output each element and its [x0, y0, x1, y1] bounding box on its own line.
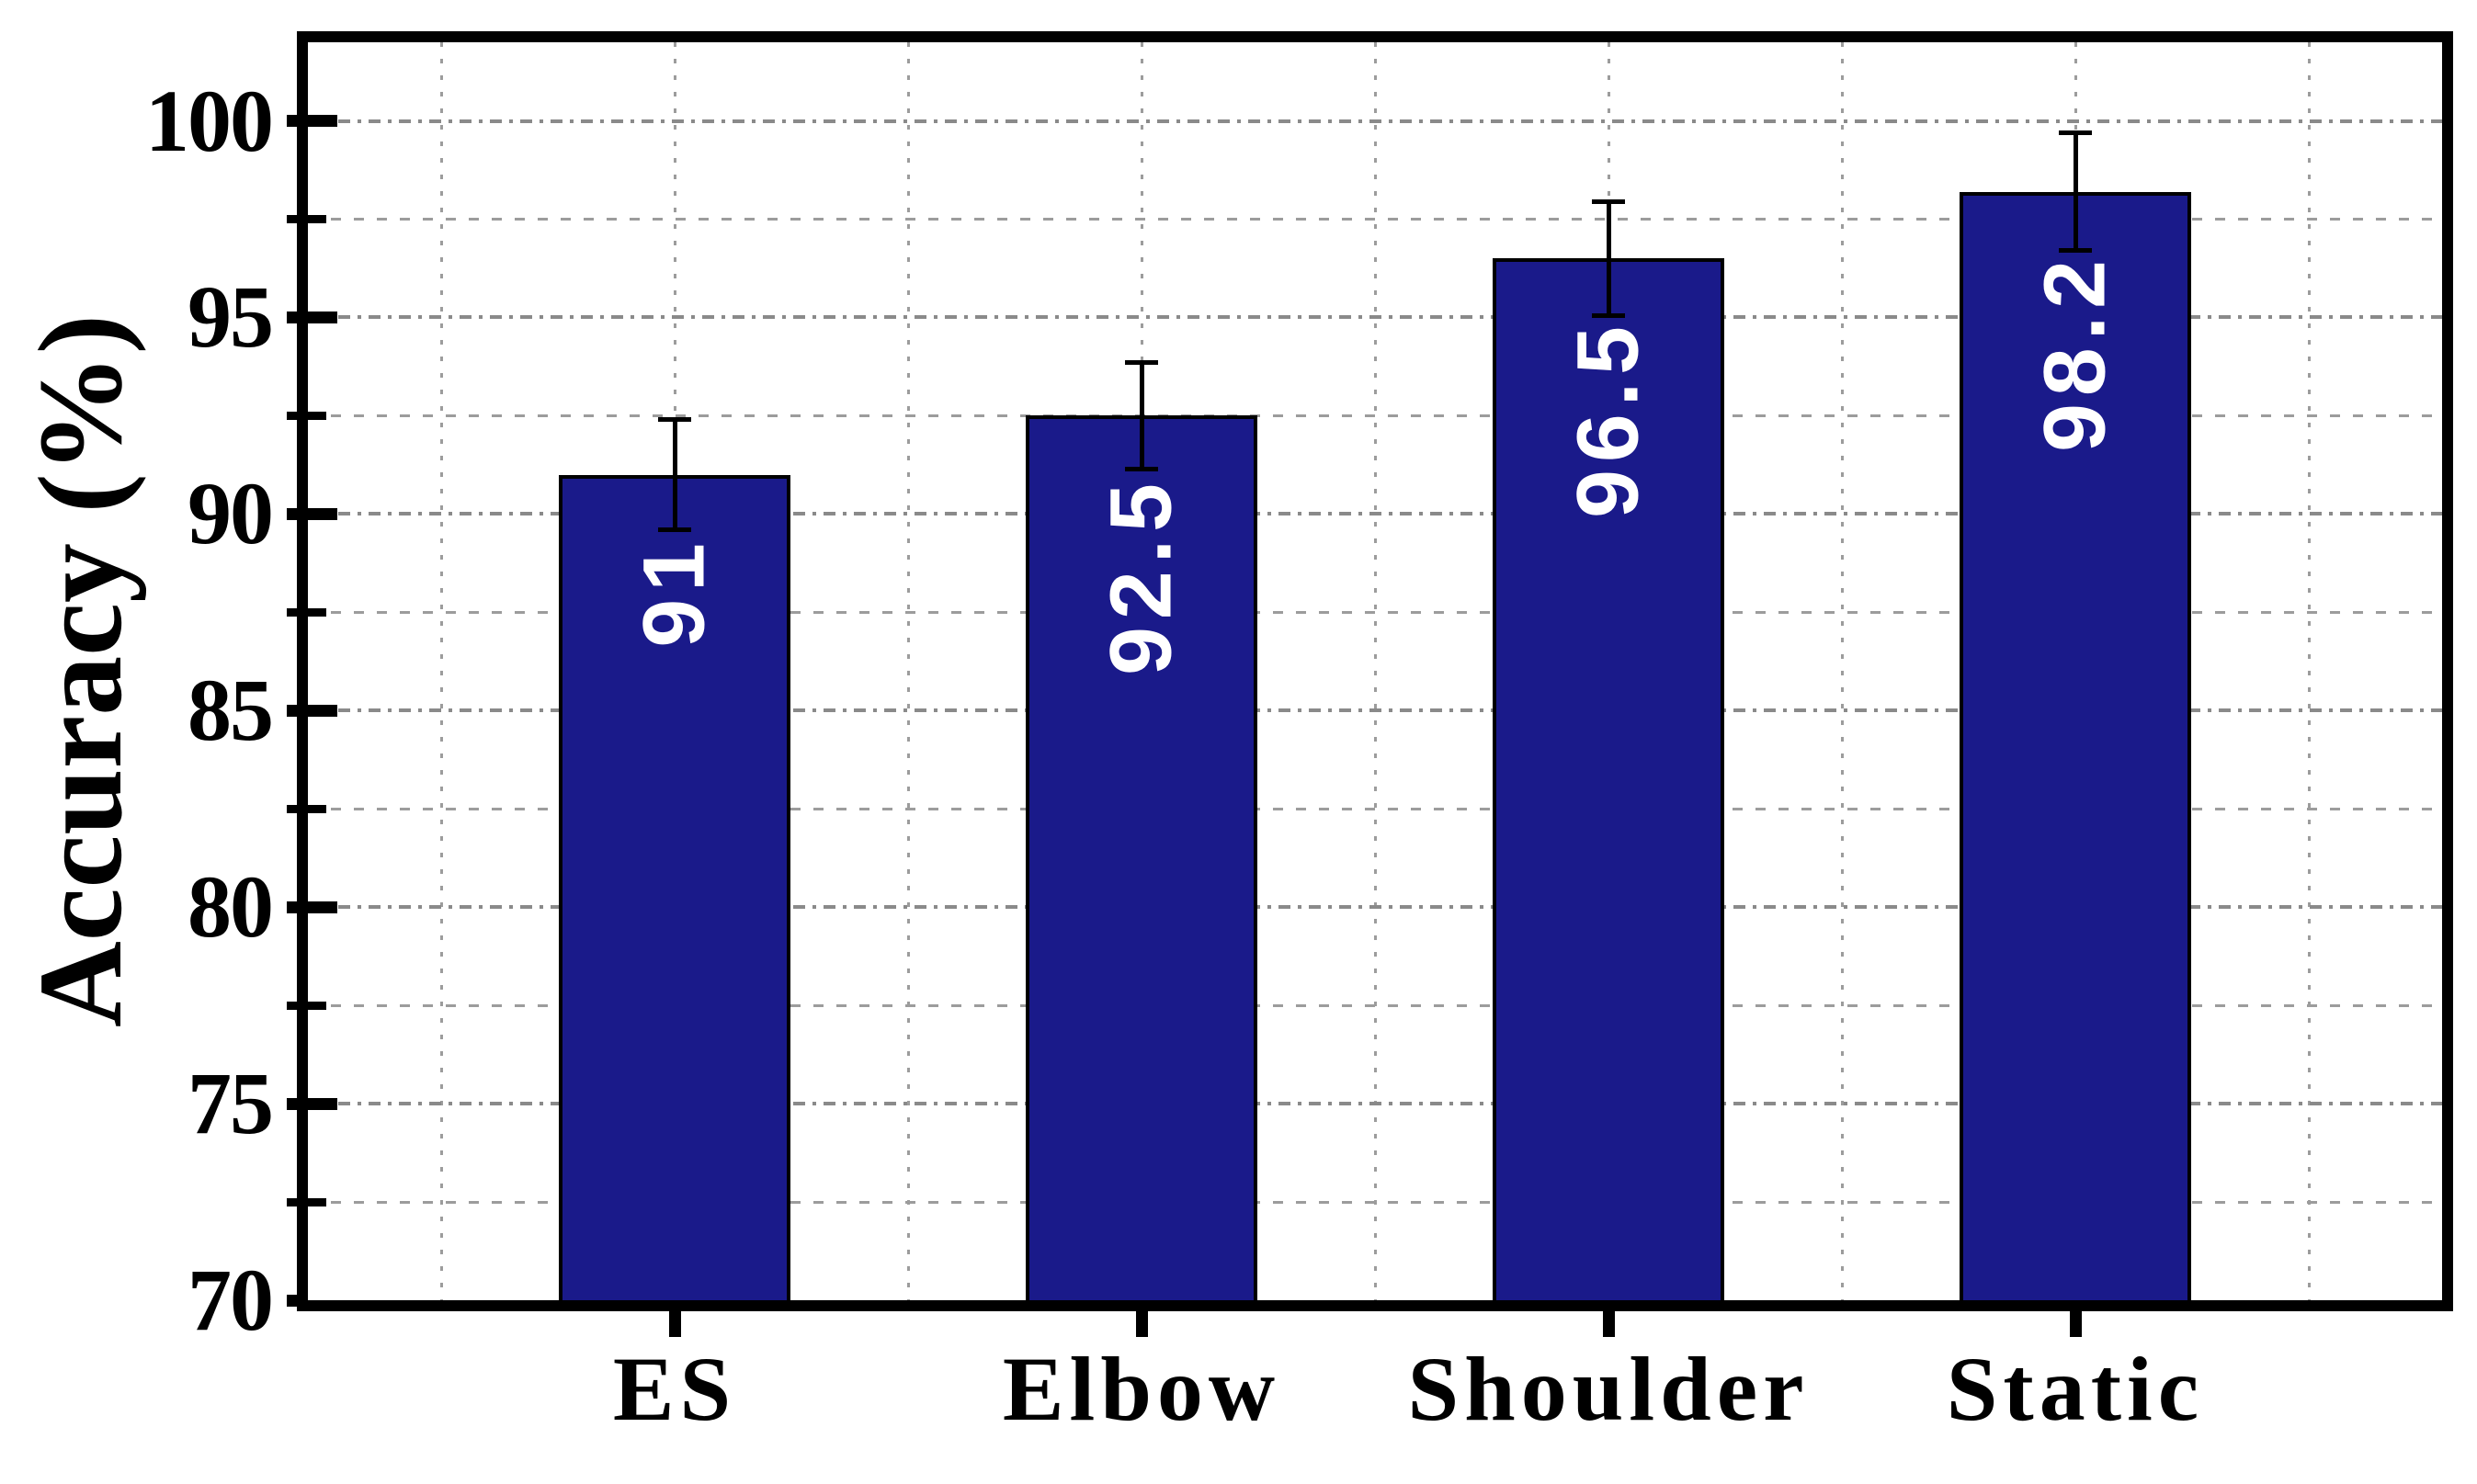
y-tick-stub — [287, 411, 297, 420]
y-tick-major — [308, 901, 337, 913]
y-tick-label: 80 — [187, 857, 274, 957]
y-tick-major — [308, 507, 337, 520]
y-tick-stub — [287, 1001, 297, 1010]
y-tick-stub — [287, 704, 297, 717]
error-bar-stem — [1139, 362, 1144, 470]
y-tick-stub — [287, 1294, 297, 1307]
y-tick-minor — [308, 411, 326, 420]
y-tick-label: 95 — [187, 267, 274, 367]
y-tick-stub — [287, 804, 297, 813]
bar — [559, 474, 790, 1300]
x-tick — [1602, 1311, 1615, 1337]
error-bar-stem — [672, 419, 677, 530]
h-gridline-major — [308, 1102, 2442, 1106]
plot-area — [297, 31, 2453, 1311]
error-bar-cap-bottom — [658, 527, 691, 532]
error-bar-cap-bottom — [2059, 248, 2092, 254]
bar-value-label: 92.5 — [1092, 476, 1190, 676]
y-tick-major — [308, 115, 337, 128]
y-tick-major — [308, 1097, 337, 1110]
h-gridline-minor — [308, 1003, 2442, 1007]
x-tick-label: Elbow — [1002, 1338, 1281, 1440]
bar-value-label: 91 — [625, 535, 723, 648]
plot-inner — [308, 42, 2442, 1300]
y-tick-major — [308, 311, 337, 323]
y-tick-major — [308, 704, 337, 717]
h-gridline-minor — [308, 218, 2442, 221]
x-tick — [1135, 1311, 1148, 1337]
v-gridline — [2307, 42, 2311, 1300]
y-tick-stub — [287, 311, 297, 323]
error-bar-cap-top — [2059, 130, 2092, 135]
y-tick-stub — [287, 901, 297, 913]
y-tick-minor — [308, 215, 326, 224]
y-tick-stub — [287, 215, 297, 224]
error-bar-cap-bottom — [1125, 466, 1158, 471]
v-gridline — [906, 42, 910, 1300]
h-gridline-minor — [308, 807, 2442, 810]
error-bar-cap-top — [658, 417, 691, 423]
y-tick-label: 90 — [187, 464, 274, 563]
y-tick-minor — [308, 607, 326, 617]
x-tick — [668, 1311, 681, 1337]
bar — [1960, 191, 2191, 1300]
y-tick-minor — [308, 1001, 326, 1010]
x-tick-label: Shoulder — [1407, 1338, 1810, 1440]
y-tick-label: 100 — [145, 71, 274, 170]
h-gridline-minor — [308, 1200, 2442, 1204]
h-gridline-minor — [308, 413, 2442, 417]
error-bar-cap-bottom — [1592, 312, 1625, 318]
h-gridline-major — [308, 905, 2442, 910]
h-gridline-major — [308, 512, 2442, 516]
y-tick-label: 70 — [187, 1251, 274, 1349]
y-tick-label: 85 — [187, 661, 274, 760]
y-tick-label: 75 — [187, 1054, 274, 1153]
bar — [1026, 415, 1257, 1300]
x-tick — [2069, 1311, 2082, 1337]
y-tick-minor — [308, 1197, 326, 1206]
x-tick-label: ES — [612, 1338, 737, 1440]
y-tick-stub — [287, 115, 297, 128]
bar — [1493, 258, 1724, 1300]
h-gridline-major — [308, 708, 2442, 713]
y-tick-stub — [287, 607, 297, 617]
h-gridline-minor — [308, 610, 2442, 614]
bar-value-label: 98.2 — [2026, 252, 2124, 452]
error-bar-stem — [1606, 201, 1611, 316]
v-gridline — [1840, 42, 1844, 1300]
y-tick-stub — [287, 1097, 297, 1110]
y-tick-stub — [287, 1197, 297, 1206]
error-bar-stem — [2073, 132, 2078, 251]
error-bar-cap-top — [1125, 360, 1158, 366]
h-gridline-major — [308, 315, 2442, 320]
bar-value-label: 96.5 — [1559, 319, 1657, 519]
y-tick-stub — [287, 507, 297, 520]
h-gridline-major — [308, 119, 2442, 123]
y-tick-minor — [308, 804, 326, 813]
error-bar-cap-top — [1592, 198, 1625, 204]
v-gridline — [439, 42, 443, 1300]
v-gridline — [1373, 42, 1377, 1300]
x-tick-label: Static — [1946, 1338, 2205, 1440]
